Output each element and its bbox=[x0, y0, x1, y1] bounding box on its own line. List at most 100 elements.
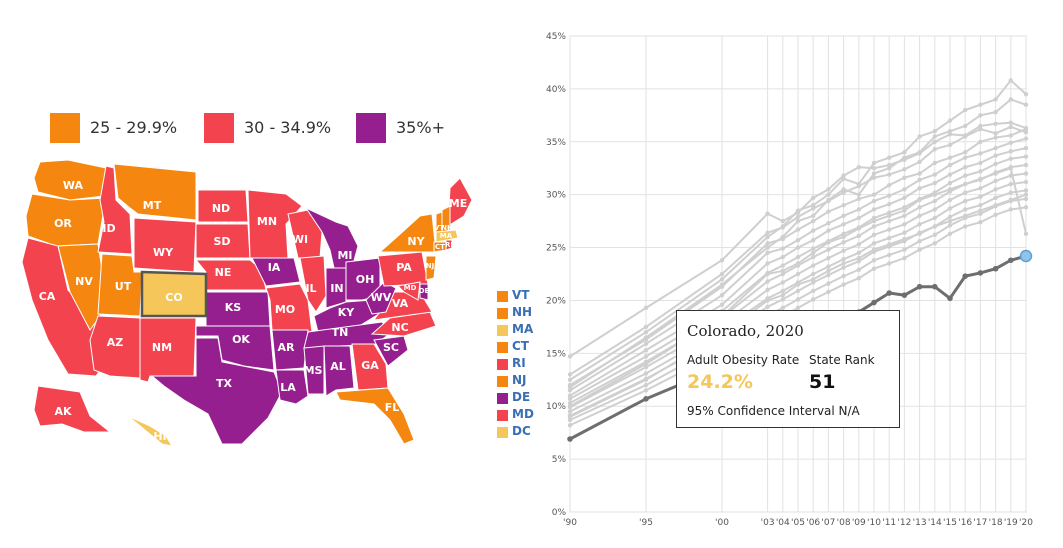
state-series-point bbox=[978, 186, 983, 191]
state-series-point bbox=[993, 161, 998, 167]
state-nd[interactable] bbox=[197, 189, 249, 223]
state-small-1[interactable] bbox=[441, 205, 451, 233]
state-fl[interactable] bbox=[335, 387, 415, 445]
state-sc[interactable] bbox=[373, 335, 409, 367]
colorado-series-point bbox=[643, 396, 649, 402]
state-nc[interactable] bbox=[370, 311, 437, 337]
state-series-point bbox=[871, 232, 877, 238]
state-series-point bbox=[719, 282, 725, 287]
state-ak[interactable] bbox=[33, 385, 112, 433]
state-series-point bbox=[643, 364, 649, 370]
state-series-point bbox=[719, 277, 725, 282]
x-tick-label: '95 bbox=[639, 518, 653, 528]
small-state-swatch bbox=[497, 342, 508, 353]
state-ca[interactable] bbox=[21, 237, 111, 377]
state-series-point bbox=[841, 234, 846, 240]
state-series-point bbox=[902, 236, 907, 242]
state-wi[interactable] bbox=[287, 209, 323, 259]
state-series-point bbox=[887, 235, 892, 241]
state-tn[interactable] bbox=[303, 321, 393, 349]
state-label: AL bbox=[330, 360, 346, 373]
state-mn[interactable] bbox=[247, 189, 303, 259]
state-series-point bbox=[1023, 192, 1029, 197]
x-tick-label: '15 bbox=[943, 518, 957, 528]
state-series-point bbox=[947, 118, 953, 123]
state-series-point bbox=[567, 396, 573, 402]
state-series-point bbox=[871, 266, 877, 271]
state-label: KY bbox=[338, 306, 356, 319]
hovered-point[interactable] bbox=[1019, 249, 1033, 263]
state-small-6[interactable] bbox=[419, 283, 429, 301]
state-series-point bbox=[887, 166, 892, 171]
state-wv[interactable] bbox=[365, 281, 397, 315]
state-series-point bbox=[902, 150, 907, 155]
state-series-point bbox=[719, 292, 725, 298]
state-series-point bbox=[902, 195, 907, 201]
state-series-point bbox=[993, 212, 998, 217]
state-label: KS bbox=[225, 301, 242, 314]
state-series-point bbox=[795, 282, 801, 287]
state-label: AR bbox=[278, 341, 296, 354]
tooltip-rate-label: Adult Obesity Rate bbox=[687, 353, 800, 367]
state-la[interactable] bbox=[275, 369, 309, 405]
state-il[interactable] bbox=[299, 255, 327, 313]
colorado-series-point bbox=[992, 265, 999, 272]
small-state-swatch bbox=[497, 393, 508, 404]
state-series-point bbox=[780, 218, 785, 224]
state-small-7[interactable] bbox=[396, 281, 421, 301]
state-series-point bbox=[643, 377, 649, 382]
state-series-point bbox=[567, 354, 573, 359]
state-small-4[interactable] bbox=[445, 239, 453, 251]
state-series-point bbox=[902, 155, 907, 160]
state-series-point bbox=[1023, 179, 1029, 185]
state-label: NE bbox=[215, 266, 232, 279]
state-nm[interactable] bbox=[139, 317, 197, 383]
state-small-5[interactable] bbox=[425, 255, 437, 281]
state-label: TX bbox=[216, 377, 233, 390]
state-hi[interactable] bbox=[127, 415, 174, 447]
state-series-point bbox=[932, 172, 937, 177]
state-id[interactable] bbox=[97, 165, 133, 255]
state-series-point bbox=[643, 341, 649, 347]
state-label: PA bbox=[396, 261, 412, 274]
state-series-point bbox=[887, 218, 892, 224]
legend-swatch bbox=[204, 113, 234, 143]
colorado-series-point bbox=[567, 436, 573, 442]
state-al[interactable] bbox=[323, 345, 355, 397]
state-ok[interactable] bbox=[195, 325, 275, 371]
state-series-point bbox=[765, 279, 770, 284]
state-wa[interactable] bbox=[33, 159, 107, 201]
state-ms[interactable] bbox=[303, 345, 325, 395]
state-series-point bbox=[947, 223, 953, 228]
state-series-point bbox=[902, 187, 907, 192]
state-series-point bbox=[932, 160, 937, 166]
state-tx[interactable] bbox=[150, 337, 283, 445]
state-series-point bbox=[567, 414, 573, 419]
legend-swatch bbox=[50, 113, 80, 143]
state-series-point bbox=[795, 297, 801, 302]
state-series-point bbox=[1008, 156, 1013, 161]
state-ne[interactable] bbox=[194, 259, 267, 291]
state-series-point bbox=[871, 241, 877, 246]
state-series-point bbox=[947, 206, 953, 211]
state-ar[interactable] bbox=[271, 329, 309, 371]
state-series-point bbox=[841, 213, 846, 219]
state-ia[interactable] bbox=[251, 257, 301, 287]
small-state-map-label: MD bbox=[404, 284, 417, 292]
state-mt[interactable] bbox=[113, 163, 197, 221]
state-series-point bbox=[947, 187, 953, 192]
state-series-point bbox=[780, 246, 785, 251]
state-series-point bbox=[795, 271, 801, 277]
state-ga[interactable] bbox=[351, 343, 389, 391]
state-series-point bbox=[643, 324, 649, 330]
state-wy[interactable] bbox=[133, 217, 197, 273]
state-series-point bbox=[826, 247, 831, 252]
state-series-point bbox=[841, 173, 846, 178]
state-series-point bbox=[841, 240, 846, 245]
state-series-point bbox=[567, 384, 573, 390]
state-series-point bbox=[978, 160, 983, 166]
state-ny[interactable] bbox=[378, 213, 437, 253]
state-small-2[interactable] bbox=[435, 229, 459, 243]
state-series-point bbox=[871, 247, 877, 252]
state-series-point bbox=[978, 123, 983, 129]
